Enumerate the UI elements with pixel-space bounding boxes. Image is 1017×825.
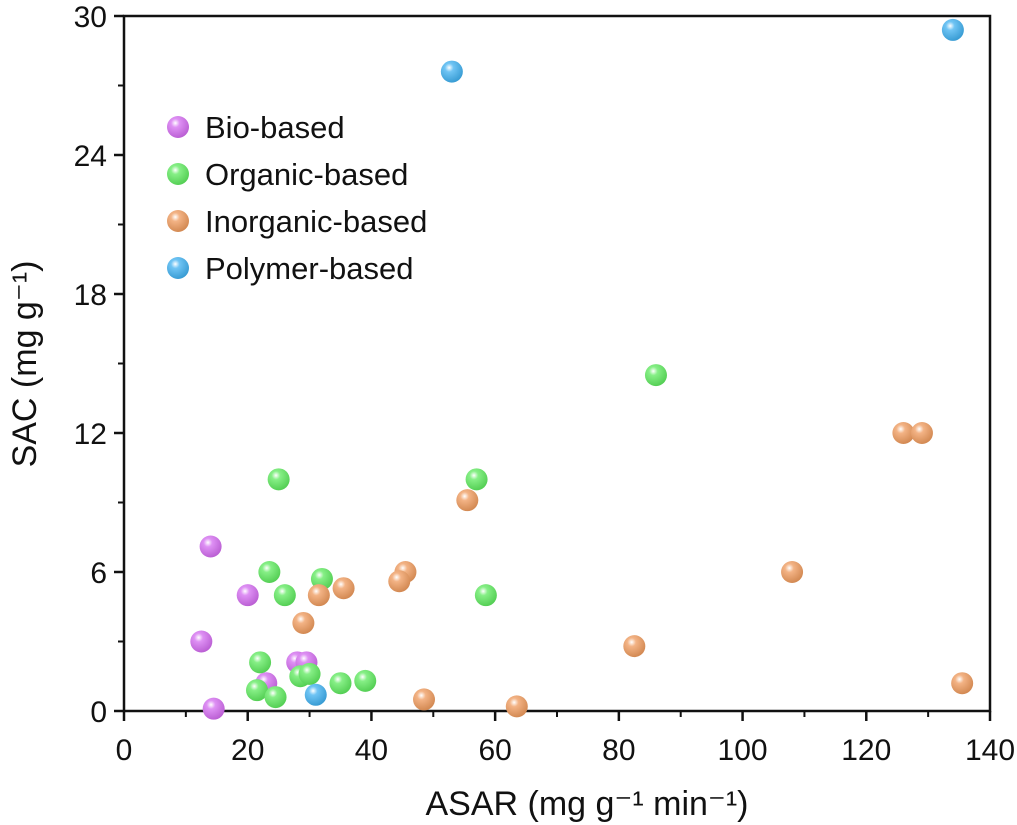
data-point-inorganic-based xyxy=(307,584,330,607)
legend-marker xyxy=(167,210,189,232)
y-tick-label: 18 xyxy=(74,279,107,312)
data-point-organic-based xyxy=(465,468,488,491)
data-point-organic-based xyxy=(264,686,287,709)
x-tick-label: 40 xyxy=(355,734,388,767)
data-point-organic-based xyxy=(267,468,290,491)
x-tick-label: 80 xyxy=(602,734,635,767)
data-point-inorganic-based xyxy=(292,611,315,634)
data-point-inorganic-based xyxy=(910,422,933,444)
data-point-organic-based xyxy=(273,584,296,607)
data-point-inorganic-based xyxy=(456,489,479,512)
legend-label: Polymer-based xyxy=(205,251,413,286)
x-tick-label: 120 xyxy=(841,734,891,767)
data-point-polymer-based xyxy=(304,683,327,706)
y-tick-label: 6 xyxy=(90,557,107,590)
data-point-organic-based xyxy=(249,651,272,674)
data-point-polymer-based xyxy=(941,18,964,41)
x-tick-label: 60 xyxy=(478,734,511,767)
data-point-bio-based xyxy=(190,630,213,653)
y-axis-label: SAC (mg g⁻¹) xyxy=(6,261,44,468)
data-point-bio-based xyxy=(199,535,222,558)
x-tick-label: 140 xyxy=(965,734,1015,767)
data-point-inorganic-based xyxy=(332,577,355,600)
x-tick-label: 0 xyxy=(116,734,133,767)
data-point-organic-based xyxy=(258,561,281,583)
data-point-organic-based xyxy=(298,662,321,685)
data-point-organic-based xyxy=(474,584,497,607)
data-point-organic-based xyxy=(644,364,667,387)
x-tick-label: 20 xyxy=(231,734,264,767)
y-tick-label: 24 xyxy=(74,140,107,173)
legend-marker xyxy=(167,257,189,279)
legend-marker xyxy=(167,116,189,138)
legend-marker xyxy=(167,163,189,185)
y-tick-label: 30 xyxy=(74,1,107,34)
data-point-inorganic-based xyxy=(413,688,436,711)
legend-label: Organic-based xyxy=(205,157,408,192)
data-point-inorganic-based xyxy=(892,422,915,444)
data-point-inorganic-based xyxy=(781,561,804,583)
legend-label: Bio-based xyxy=(205,110,345,145)
data-point-inorganic-based xyxy=(505,695,528,718)
data-point-organic-based xyxy=(329,672,352,695)
data-point-bio-based xyxy=(236,584,259,607)
data-point-inorganic-based xyxy=(951,672,974,695)
data-point-inorganic-based xyxy=(388,570,411,593)
y-tick-label: 12 xyxy=(74,418,107,451)
data-point-organic-based xyxy=(354,669,377,692)
data-point-organic-based xyxy=(245,679,268,702)
y-tick-label: 0 xyxy=(90,696,107,729)
data-point-polymer-based xyxy=(440,60,463,83)
x-tick-label: 100 xyxy=(718,734,768,767)
x-axis-label: ASAR (mg g⁻¹ min⁻¹) xyxy=(425,785,748,823)
data-point-bio-based xyxy=(202,697,225,720)
data-point-inorganic-based xyxy=(623,635,646,658)
legend-label: Inorganic-based xyxy=(205,204,427,239)
